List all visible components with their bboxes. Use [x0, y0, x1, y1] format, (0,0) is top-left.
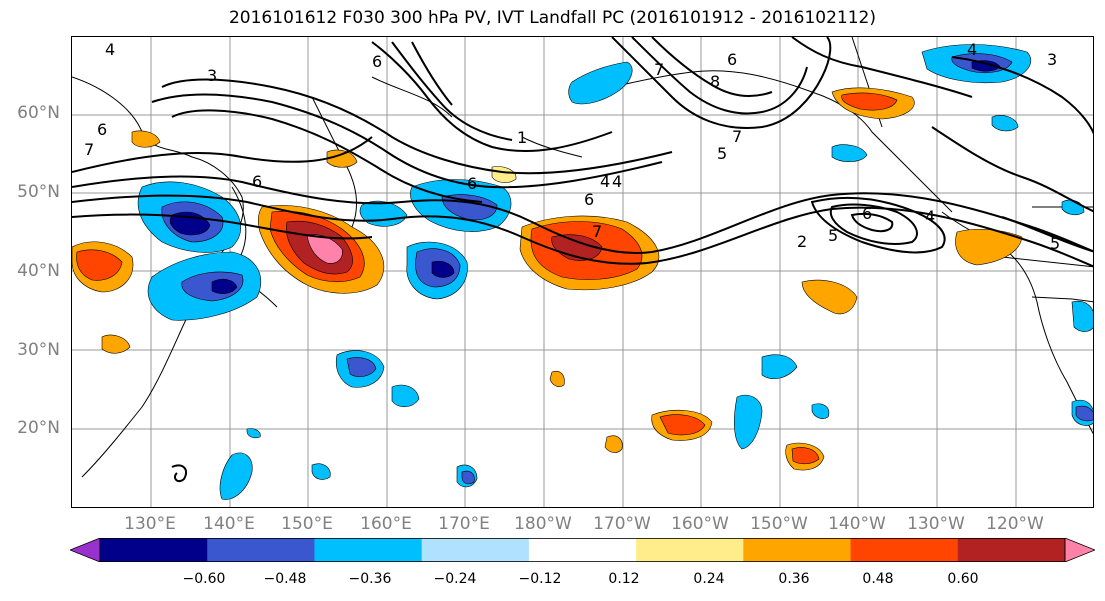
- contour-label: 6: [584, 190, 594, 209]
- contour-label: 6: [727, 50, 737, 69]
- contour-label: 4: [925, 207, 935, 226]
- lon-label: 140°W: [828, 514, 886, 534]
- colorbar-extend-max: [1064, 538, 1095, 562]
- lon-label: 130°W: [907, 514, 965, 534]
- contour-label: 2: [797, 232, 807, 251]
- lon-label: 120°W: [986, 514, 1044, 534]
- colorbar-swatches: [70, 538, 1095, 562]
- lat-label: 50°N: [17, 182, 60, 202]
- map-canvas: 4 3 6 7 6 6 6 8 7 5 1 6 4 6 7 6 5 2 4 5 …: [72, 37, 1093, 507]
- colorbar-tick: −0.36: [348, 571, 392, 587]
- lon-label: 170°E: [438, 514, 490, 534]
- contour-label: 6: [467, 174, 477, 193]
- lat-label: 30°N: [17, 340, 60, 360]
- map-title: 2016101612 F030 300 hPa PV, IVT Landfall…: [228, 8, 876, 28]
- colorbar-tick: −0.48: [263, 571, 307, 587]
- colorbar-swatch: [314, 538, 423, 562]
- contour-labels: 4 3 6 7 6 6 6 8 7 5 1 6 4 6 7 6 5 2 4 5 …: [84, 40, 1060, 253]
- colorbar-tick: 0.48: [862, 571, 894, 587]
- contour-label: 5: [1050, 234, 1060, 253]
- contour-label: 4: [967, 40, 977, 59]
- contour-label: 5: [717, 144, 727, 163]
- contour-label: 4: [105, 40, 115, 59]
- contour-label: 6: [252, 172, 262, 191]
- contour-label: 3: [1047, 50, 1057, 69]
- colorbar-swatch: [957, 538, 1066, 562]
- colorbar-tick: −0.12: [518, 571, 562, 587]
- contour-label: 4: [612, 172, 622, 191]
- colorbar-tick: −0.60: [182, 571, 226, 587]
- contour-label: 7: [84, 140, 94, 159]
- colorbar-border: [99, 538, 1066, 562]
- colorbar-swatch: [421, 538, 530, 562]
- contour-label: 7: [732, 127, 742, 146]
- contour-label: 6: [862, 204, 872, 223]
- pv-contours: [72, 37, 1093, 483]
- colorbar-swatch: [850, 538, 959, 562]
- colorbar-tick: 0.36: [778, 571, 810, 587]
- lat-label: 20°N: [17, 418, 60, 438]
- contour-label: 6: [97, 120, 107, 139]
- lon-label: 140°E: [203, 514, 255, 534]
- contour-label: 6: [372, 52, 382, 71]
- map-panel: 4 3 6 7 6 6 6 8 7 5 1 6 4 6 7 6 5 2 4 5 …: [71, 36, 1094, 508]
- colorbar-swatch: [528, 538, 637, 562]
- contour-label: 4: [600, 172, 610, 191]
- lon-label: 130°E: [124, 514, 176, 534]
- contour-label: 7: [654, 60, 664, 79]
- colorbar: [70, 538, 1095, 562]
- lat-label: 40°N: [17, 261, 60, 281]
- contour-label: 5: [828, 226, 838, 245]
- colorbar-tick: 0.24: [693, 571, 725, 587]
- lon-label: 160°E: [360, 514, 412, 534]
- colorbar-tick: −0.24: [433, 571, 477, 587]
- contour-label: 7: [592, 222, 602, 241]
- lon-label: 170°W: [593, 514, 651, 534]
- lon-label: 150°W: [750, 514, 808, 534]
- lon-label: 160°W: [671, 514, 729, 534]
- colorbar-tick: 0.12: [608, 571, 640, 587]
- colorbar-extend-min: [70, 538, 101, 562]
- pv-shading: [72, 44, 1093, 500]
- lat-label: 60°N: [17, 103, 60, 123]
- contour-label: 8: [710, 72, 720, 91]
- colorbar-swatch: [636, 538, 744, 562]
- lon-label: 180°W: [514, 514, 572, 534]
- colorbar-swatch: [100, 538, 208, 562]
- lon-label: 150°E: [281, 514, 333, 534]
- contour-label: 1: [517, 128, 527, 147]
- colorbar-swatch: [207, 538, 315, 562]
- colorbar-tick: 0.60: [947, 571, 979, 587]
- contour-label: 3: [207, 66, 217, 85]
- colorbar-swatch: [743, 538, 852, 562]
